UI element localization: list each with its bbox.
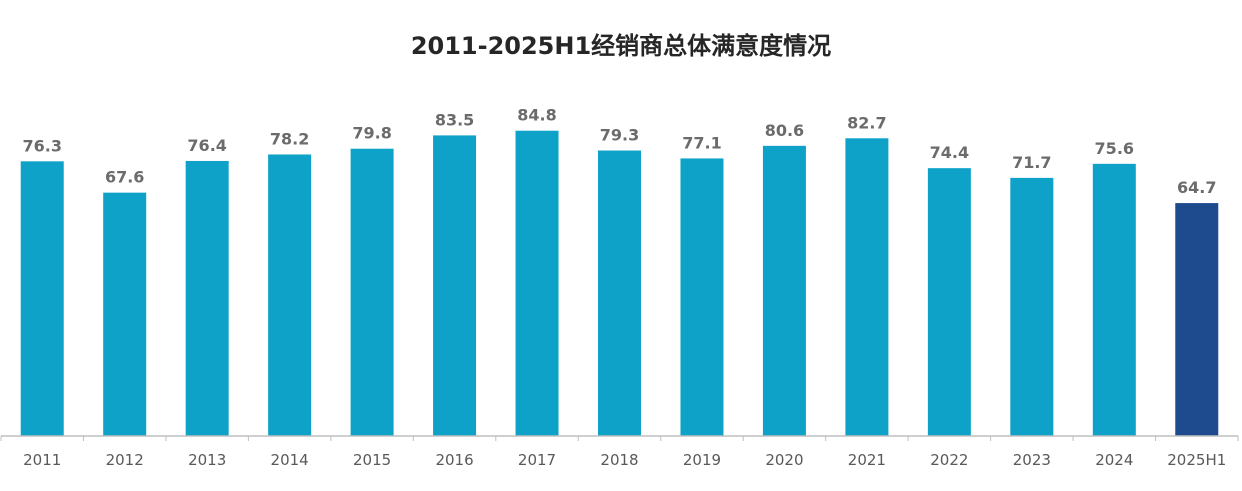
value-label-2019: 77.1 bbox=[682, 133, 721, 152]
value-label-2024: 75.6 bbox=[1095, 139, 1134, 158]
value-label-2015: 79.8 bbox=[352, 124, 391, 143]
bar-2021 bbox=[845, 138, 889, 436]
x-tick-label-2025H1: 2025H1 bbox=[1167, 451, 1226, 469]
value-label-2014: 78.2 bbox=[270, 129, 309, 148]
bar-2011 bbox=[20, 161, 64, 436]
x-tick-label-2021: 2021 bbox=[848, 451, 886, 469]
bar-2023 bbox=[1010, 177, 1054, 436]
bar-2016 bbox=[433, 135, 477, 436]
bar-2019 bbox=[680, 158, 724, 436]
x-tick-label-2012: 2012 bbox=[106, 451, 144, 469]
bar-2022 bbox=[927, 168, 971, 436]
bar-2025H1 bbox=[1175, 203, 1219, 436]
bar-2012 bbox=[103, 192, 147, 436]
bar-2020 bbox=[762, 145, 806, 436]
bars-group bbox=[20, 130, 1219, 437]
value-label-2016: 83.5 bbox=[435, 110, 474, 129]
bar-2014 bbox=[268, 154, 312, 437]
value-label-2018: 79.3 bbox=[600, 126, 639, 145]
x-tick-label-2015: 2015 bbox=[353, 451, 391, 469]
x-tick-label-2011: 2011 bbox=[23, 451, 61, 469]
x-tick-label-2016: 2016 bbox=[435, 451, 473, 469]
value-label-2017: 84.8 bbox=[517, 106, 556, 125]
x-tick-label-2013: 2013 bbox=[188, 451, 226, 469]
x-tick-labels-group: 2011 2012 2013 2014 2015 2016 2017 2018 2019 2020… bbox=[23, 451, 1226, 469]
x-tick-label-2023: 2023 bbox=[1013, 451, 1051, 469]
x-tick-label-2014: 2014 bbox=[271, 451, 309, 469]
x-tick-label-2019: 2019 bbox=[683, 451, 721, 469]
x-tick-label-2022: 2022 bbox=[930, 451, 968, 469]
bar-2013 bbox=[185, 160, 229, 436]
x-tick-label-2020: 2020 bbox=[765, 451, 803, 469]
bar-2017 bbox=[515, 130, 559, 436]
bar-2018 bbox=[598, 150, 641, 436]
value-label-2021: 82.7 bbox=[847, 113, 886, 132]
x-tick-label-2017: 2017 bbox=[518, 451, 556, 469]
value-label-2013: 76.4 bbox=[187, 136, 226, 155]
value-label-2022: 74.4 bbox=[930, 143, 969, 162]
x-ticks-group bbox=[0, 436, 1239, 441]
value-label-2012: 67.6 bbox=[105, 168, 144, 187]
value-label-2011: 76.3 bbox=[22, 136, 61, 155]
value-label-2025H1: 64.7 bbox=[1177, 178, 1216, 197]
value-labels-group: 76.3 67.6 76.4 78.2 79.8 83.5 84.8 79.3 77.1 80.6… bbox=[22, 106, 1216, 197]
chart-title: 2011-2025H1经销商总体满意度情况 bbox=[411, 32, 831, 60]
bar-2015 bbox=[350, 148, 394, 436]
x-tick-label-2018: 2018 bbox=[600, 451, 638, 469]
value-label-2020: 80.6 bbox=[765, 121, 804, 140]
bar-2024 bbox=[1092, 163, 1136, 436]
x-tick-label-2024: 2024 bbox=[1095, 451, 1133, 469]
value-label-2023: 71.7 bbox=[1012, 153, 1051, 172]
